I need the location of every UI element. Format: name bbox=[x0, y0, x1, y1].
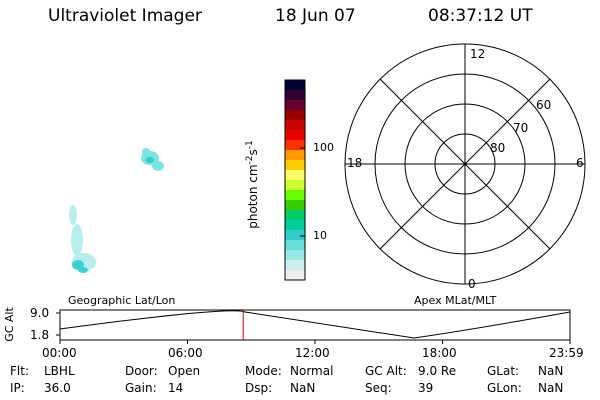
colorbar-segment bbox=[285, 230, 305, 241]
timeline-y-tick-low: 1.8 bbox=[30, 328, 50, 342]
colorbar-segment bbox=[285, 170, 305, 181]
colorbar-segment bbox=[285, 80, 305, 91]
colorbar-segment bbox=[285, 210, 305, 221]
colorbar-segment bbox=[285, 140, 305, 151]
colorbar-segment bbox=[285, 130, 305, 141]
timeline-x-tick-2: 12:00 bbox=[295, 346, 330, 360]
colorbar-segment bbox=[285, 200, 305, 211]
time-label: 08:37:12 UT bbox=[428, 6, 533, 26]
info-value: 36.0 bbox=[44, 381, 71, 395]
polar-plot bbox=[344, 43, 586, 285]
info-value: 39 bbox=[418, 381, 434, 395]
info-label: Dsp: bbox=[245, 381, 273, 395]
info-label: GLon: bbox=[487, 381, 522, 395]
colorbar-segment bbox=[285, 160, 305, 171]
colorbar-segment bbox=[285, 110, 305, 121]
lat-label-70: 70 bbox=[513, 121, 529, 135]
colorbar-segment bbox=[285, 180, 305, 191]
timeline-x-tick-0: 00:00 bbox=[42, 346, 77, 360]
colorbar-segment bbox=[285, 90, 305, 101]
colorbar bbox=[285, 80, 305, 281]
info-label: Gain: bbox=[125, 381, 157, 395]
info-label: Door: bbox=[125, 364, 158, 378]
info-value: LBHL bbox=[44, 364, 75, 378]
colorbar-segment bbox=[285, 260, 305, 271]
colorbar-segment bbox=[285, 190, 305, 201]
mlt-label-6: 6 bbox=[576, 156, 584, 170]
colorbar-tick-100: 100 bbox=[313, 141, 334, 154]
colorbar-segment bbox=[285, 100, 305, 111]
colorbar-segment bbox=[285, 250, 305, 261]
colorbar-segment bbox=[285, 220, 305, 231]
info-label: GC Alt: bbox=[365, 364, 407, 378]
geographic-image bbox=[69, 148, 164, 273]
timeline-x-tick-4: 23:59 bbox=[549, 346, 584, 360]
timeline-plot bbox=[56, 309, 571, 344]
info-value: 9.0 Re bbox=[418, 364, 457, 378]
date-label: 18 Jun 07 bbox=[275, 6, 356, 26]
colorbar-tick-10: 10 bbox=[313, 229, 327, 242]
info-label: GLat: bbox=[487, 364, 520, 378]
info-value: NaN bbox=[538, 381, 564, 395]
mlt-label-0: 0 bbox=[468, 277, 476, 291]
colorbar-segment bbox=[285, 270, 305, 281]
info-value: Normal bbox=[290, 364, 334, 378]
info-label: IP: bbox=[10, 381, 25, 395]
timeline-x-tick-3: 18:00 bbox=[422, 346, 457, 360]
info-value: 14 bbox=[168, 381, 184, 395]
timeline-left-label: Geographic Lat/Lon bbox=[68, 294, 176, 307]
info-label: Seq: bbox=[365, 381, 392, 395]
lat-label-60: 60 bbox=[536, 98, 552, 112]
info-value: NaN bbox=[290, 381, 316, 395]
mlt-label-18: 18 bbox=[347, 156, 363, 170]
info-value: Open bbox=[168, 364, 201, 378]
colorbar-unit-label: photon cm-2s-1 bbox=[244, 140, 260, 229]
timeline-y-tick-high: 9.0 bbox=[30, 306, 50, 320]
timeline-y-title: GC Alt bbox=[2, 307, 16, 342]
info-label: Mode: bbox=[245, 364, 282, 378]
colorbar-segment bbox=[285, 150, 305, 161]
info-label: Flt: bbox=[10, 364, 29, 378]
instrument-title: Ultraviolet Imager bbox=[48, 6, 202, 26]
timeline-x-tick-1: 06:00 bbox=[168, 346, 203, 360]
info-value: NaN bbox=[538, 364, 564, 378]
mlt-label-12: 12 bbox=[470, 47, 486, 61]
colorbar-segment bbox=[285, 240, 305, 251]
timeline-right-label: Apex MLat/MLT bbox=[414, 294, 497, 307]
colorbar-segment bbox=[285, 120, 305, 131]
lat-label-80: 80 bbox=[490, 141, 506, 155]
